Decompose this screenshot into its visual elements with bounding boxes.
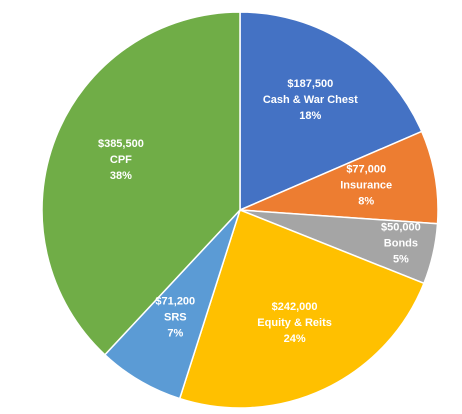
- slice-amount: $385,500: [98, 138, 144, 150]
- slice-name: Cash & War Chest: [263, 94, 358, 106]
- slice-name: Insurance: [340, 179, 392, 191]
- slice-percent: 38%: [110, 170, 132, 182]
- slice-name: Equity & Reits: [257, 317, 332, 329]
- pie-slice-1: [239, 130, 439, 225]
- slice-label-2: $50,000 Bonds 5%: [381, 222, 421, 266]
- slice-amount: $187,500: [287, 78, 333, 90]
- slice-name: Bonds: [384, 238, 418, 250]
- slice-amount: $77,000: [346, 163, 386, 175]
- slice-name: CPF: [110, 154, 132, 166]
- pie-labels: $187,500 Cash & War Chest 18% $77,000 Insura…: [98, 78, 421, 345]
- slice-name: SRS: [164, 311, 187, 323]
- slice-label-3: $242,000 Equity & Reits 24%: [257, 301, 332, 345]
- pie-slice-3: [178, 209, 425, 409]
- slice-label-5: $385,500 CPF 38%: [98, 138, 144, 182]
- slice-percent: 8%: [358, 195, 374, 207]
- slice-amount: $50,000: [381, 222, 421, 234]
- slice-percent: 18%: [299, 110, 321, 122]
- slice-label-0: $187,500 Cash & War Chest 18%: [263, 78, 358, 122]
- slice-amount: $71,200: [155, 295, 195, 307]
- pie-slice-0: [239, 11, 423, 212]
- slice-label-4: $71,200 SRS 7%: [155, 295, 195, 339]
- pie-slices: [41, 11, 439, 409]
- slice-amount: $242,000: [272, 301, 318, 313]
- slice-percent: 7%: [167, 327, 183, 339]
- slice-percent: 5%: [393, 254, 409, 266]
- slice-label-1: $77,000 Insurance 8%: [340, 163, 392, 207]
- pie-slice-5: [41, 11, 241, 356]
- slice-percent: 24%: [284, 333, 306, 345]
